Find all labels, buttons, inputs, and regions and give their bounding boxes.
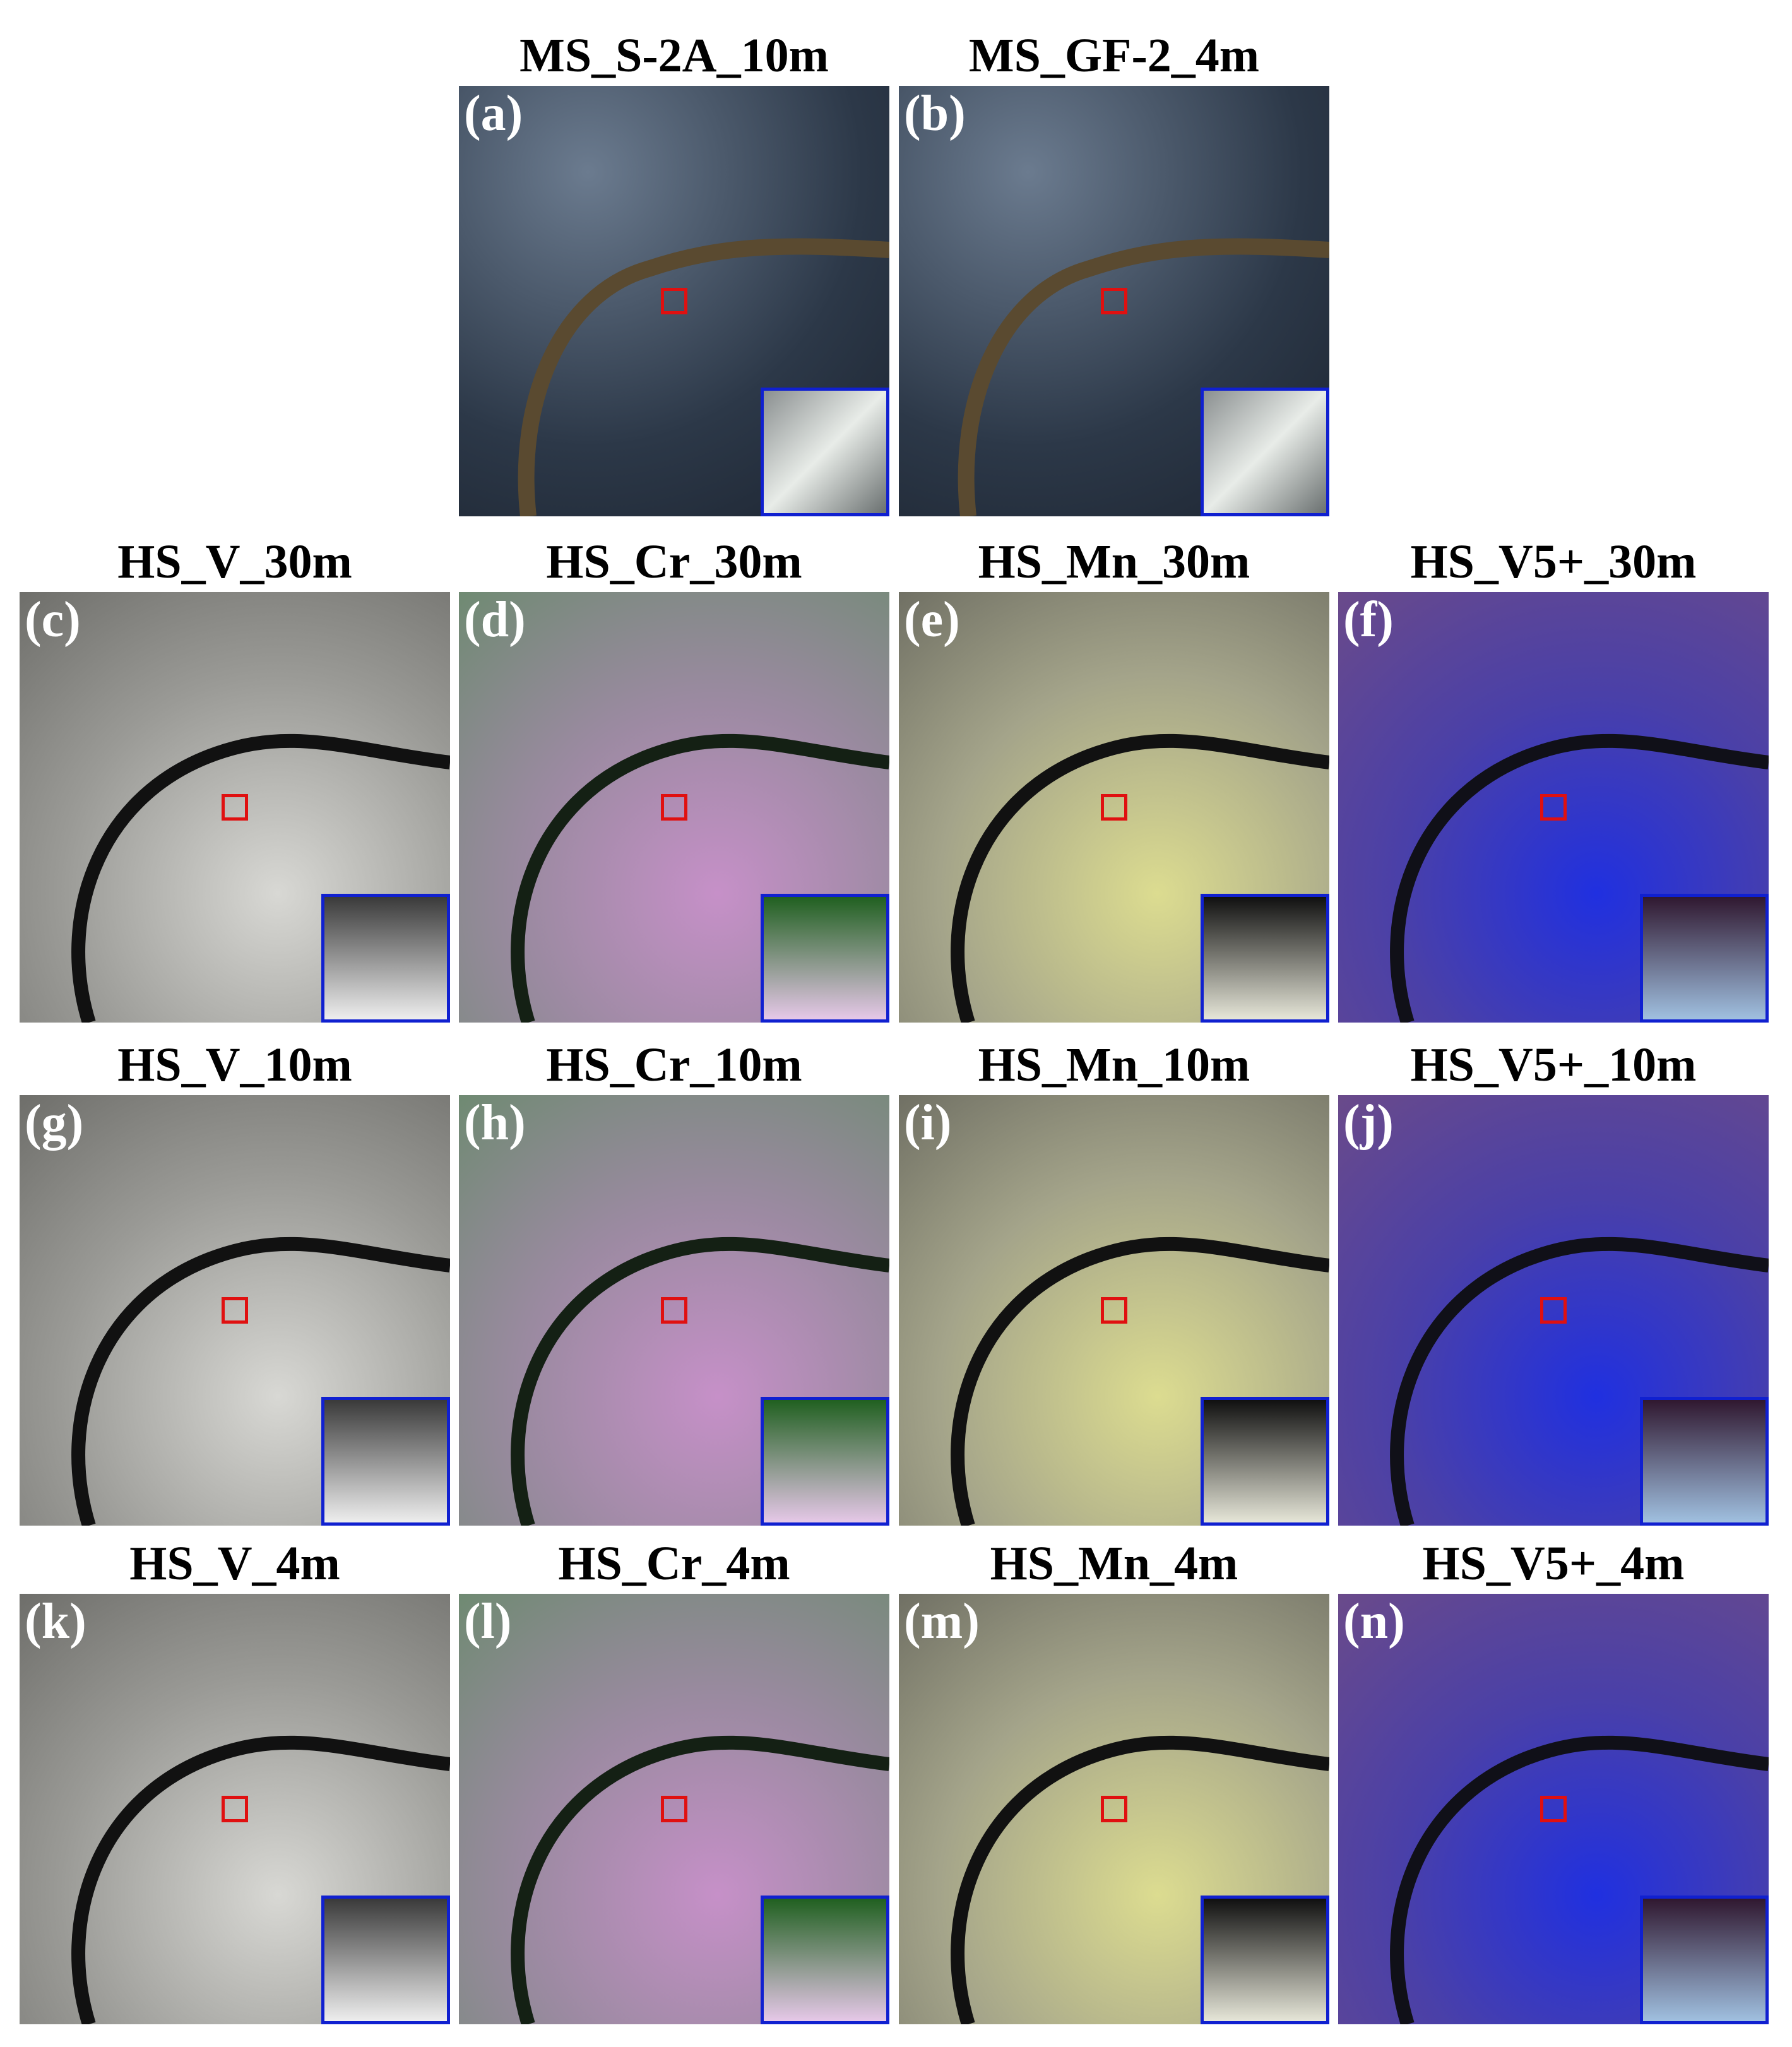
panel-label: (e) [904, 592, 960, 648]
image-panel: (j) [1338, 1095, 1769, 1526]
panel-label: (c) [25, 592, 81, 648]
river [951, 733, 1329, 1023]
river [1390, 1735, 1769, 2024]
river-path [71, 1237, 450, 1526]
region-box [661, 1796, 687, 1822]
river [958, 238, 1329, 516]
zoom-inset [1640, 894, 1769, 1023]
region-box [1540, 1297, 1567, 1324]
region-box [222, 794, 248, 821]
river [951, 1237, 1329, 1526]
river [951, 1735, 1329, 2024]
panel-title: HS_Mn_4m [990, 1537, 1238, 1590]
panel-title: HS_Mn_30m [978, 535, 1250, 588]
image-panel: (b) [899, 86, 1329, 516]
panel-title: HS_Mn_10m [978, 1038, 1250, 1091]
zoom-inset [761, 1896, 889, 2024]
zoom-inset [1640, 1896, 1769, 2024]
region-box [661, 1297, 687, 1324]
zoom-inset [1201, 894, 1329, 1023]
image-panel: (f) [1338, 592, 1769, 1023]
image-panel: (n) [1338, 1594, 1769, 2024]
zoom-inset [321, 894, 450, 1023]
image-panel: (i) [899, 1095, 1329, 1526]
region-box [661, 794, 687, 821]
river [511, 1735, 889, 2024]
river [71, 1237, 450, 1526]
region-box [1101, 794, 1127, 821]
panel-label: (j) [1343, 1095, 1394, 1151]
panel-title: HS_V_30m [117, 535, 352, 588]
river-path [511, 1237, 889, 1526]
panel-label: (d) [464, 592, 526, 648]
image-panel: (g) [20, 1095, 450, 1526]
river [71, 1735, 450, 2024]
river-path [71, 733, 450, 1023]
panel-label: (h) [464, 1095, 526, 1151]
river-path [951, 1237, 1329, 1526]
zoom-inset [1201, 1397, 1329, 1526]
panel-title: HS_V5+_10m [1410, 1038, 1697, 1091]
river [1390, 733, 1769, 1023]
panel-label: (i) [904, 1095, 952, 1151]
river-path [958, 238, 1329, 516]
river-path [511, 1735, 889, 2024]
zoom-inset [761, 894, 889, 1023]
river-path [71, 1735, 450, 2024]
panel-label: (a) [464, 86, 523, 141]
river-path [518, 238, 889, 516]
zoom-inset [761, 388, 889, 516]
panel-title: HS_Cr_4m [558, 1537, 790, 1590]
zoom-inset [1201, 1896, 1329, 2024]
image-panel: (d) [459, 592, 889, 1023]
panel-title: HS_Cr_30m [546, 535, 802, 588]
zoom-inset [1640, 1397, 1769, 1526]
panel-title: HS_V5+_4m [1422, 1537, 1685, 1590]
river-path [951, 1735, 1329, 2024]
region-box [222, 1796, 248, 1822]
river-path [1390, 1735, 1769, 2024]
image-panel: (k) [20, 1594, 450, 2024]
region-box [222, 1297, 248, 1324]
zoom-inset [321, 1896, 450, 2024]
region-box [661, 288, 687, 314]
panel-label: (l) [464, 1594, 512, 1649]
river-path [951, 733, 1329, 1023]
panel-title: MS_GF-2_4m [968, 29, 1260, 82]
image-panel: (m) [899, 1594, 1329, 2024]
region-box [1101, 1297, 1127, 1324]
region-box [1540, 1796, 1567, 1822]
image-panel: (l) [459, 1594, 889, 2024]
region-box [1540, 794, 1567, 821]
river [518, 238, 889, 516]
panel-title: HS_V_10m [117, 1038, 352, 1091]
river [511, 1237, 889, 1526]
river-path [511, 733, 889, 1023]
image-panel: (h) [459, 1095, 889, 1526]
region-box [1101, 288, 1127, 314]
river [71, 733, 450, 1023]
image-panel: (a) [459, 86, 889, 516]
panel-title: HS_V5+_30m [1410, 535, 1697, 588]
river-path [1390, 1237, 1769, 1526]
panel-label: (m) [904, 1594, 980, 1649]
panel-title: HS_V_4m [129, 1537, 340, 1590]
panel-label: (g) [25, 1095, 84, 1151]
panel-label: (k) [25, 1594, 86, 1649]
panel-title: HS_Cr_10m [546, 1038, 802, 1091]
panel-title: MS_S-2A_10m [519, 29, 829, 82]
panel-label: (f) [1343, 592, 1394, 648]
image-panel: (c) [20, 592, 450, 1023]
region-box [1101, 1796, 1127, 1822]
zoom-inset [1201, 388, 1329, 516]
image-panel: (e) [899, 592, 1329, 1023]
zoom-inset [761, 1397, 889, 1526]
river-path [1390, 733, 1769, 1023]
zoom-inset [321, 1397, 450, 1526]
river [1390, 1237, 1769, 1526]
panel-label: (b) [904, 86, 966, 141]
panel-label: (n) [1343, 1594, 1405, 1649]
river [511, 733, 889, 1023]
